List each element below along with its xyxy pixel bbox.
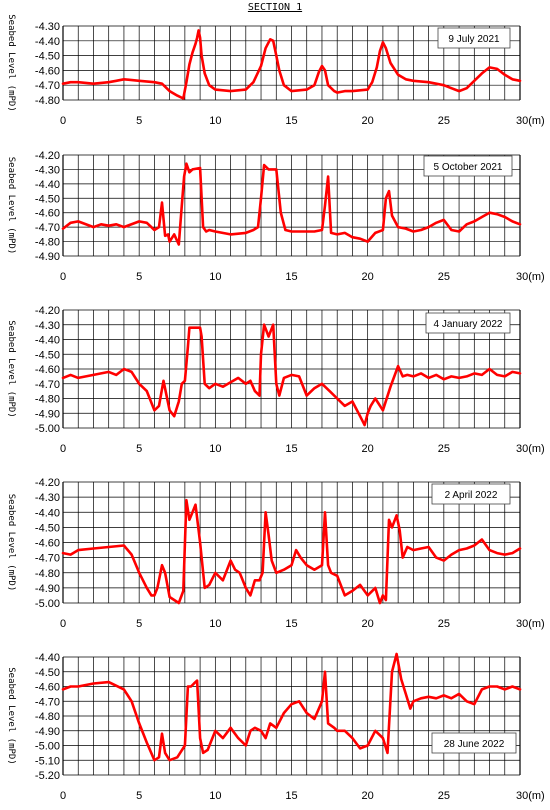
chart4-ytick-label: -4.20 [35,477,60,489]
chart5-date-box [431,732,517,754]
chart3-xtick-label: 5 [136,443,142,455]
chart2-ytick-label: -4.60 [35,208,60,220]
chart1-xtick-label: 30(m) [516,115,545,127]
chart4-profile-line [61,498,522,605]
chart1-y-axis-label: Seabed Level (mPD) [6,14,16,112]
chart3-xtick-label: 0 [60,443,66,455]
chart4-date-label: 2 April 2022 [445,490,498,501]
chart1-xtick-label: 25 [438,115,450,127]
chart5-xtick-label: 10 [209,790,221,802]
chart1-ytick-label: -4.40 [35,36,60,48]
chart3-xtick-label: 15 [285,443,297,455]
chart4-ytick-label: -4.50 [35,522,60,534]
chart2-xtick-label: 30(m) [516,271,545,283]
chart1-ytick-label: -4.50 [35,51,60,63]
chart5-ytick-label: -5.10 [35,755,60,767]
chart4-date-box [431,483,511,505]
chart2-ytick-label: -4.20 [35,150,60,162]
chart3-ytick-label: -4.50 [35,349,60,361]
chart2-xtick-label: 10 [209,271,221,283]
chart4-xtick-label: 10 [209,618,221,630]
chart2-date-label: 5 October 2021 [434,162,503,173]
chart5-ytick-label: -4.60 [35,682,60,694]
chart4-xtick-label: 5 [136,618,142,630]
chart2-xtick-label: 5 [136,271,142,283]
chart2-date-box [423,155,513,177]
chart3-ytick-label: -4.40 [35,335,60,347]
chart3-ytick-label: -4.90 [35,408,60,420]
chart4-ytick-label: -4.80 [35,568,60,580]
chart2-y-axis-label: Seabed Level (mPD) [6,157,16,255]
chart3-date-box [425,312,511,334]
chart1-ytick-label: -4.80 [35,95,60,107]
chart4-ytick-label: -4.70 [35,553,60,565]
chart3-profile-line [61,323,522,427]
chart3-ytick-label: -4.60 [35,364,60,376]
chart1-date-label: 9 July 2021 [448,34,500,45]
chart5-xtick-label: 0 [60,790,66,802]
chart4-ytick-label: -4.40 [35,507,60,519]
chart5-ytick-label: -5.20 [35,770,60,782]
chart1-xtick-label: 20 [362,115,374,127]
chart3-ytick-label: -4.80 [35,394,60,406]
chart2-ytick-label: -4.50 [35,193,60,205]
chart4-ytick-label: -5.00 [35,598,60,610]
chart5-date-label: 28 June 2022 [444,739,505,750]
chart3-ytick-label: -4.30 [35,320,60,332]
chart5-ytick-label: -4.50 [35,667,60,679]
chart2-ytick-label: -4.40 [35,179,60,191]
chart3-xtick-label: 10 [209,443,221,455]
chart2-xtick-label: 25 [438,271,450,283]
chart3-ytick-label: -4.70 [35,379,60,391]
chart3-ytick-label: -5.00 [35,423,60,435]
chart4-xtick-label: 20 [362,618,374,630]
chart1-xtick-label: 15 [285,115,297,127]
chart5-xtick-label: 5 [136,790,142,802]
chart5-profile-line [61,652,522,762]
chart5-ytick-label: -5.00 [35,741,60,753]
chart2-profile-line [61,162,522,246]
chart2-xtick-label: 0 [60,271,66,283]
chart1-ytick-label: -4.70 [35,80,60,92]
chart5-xtick-label: 25 [438,790,450,802]
chart2-ytick-label: -4.90 [35,251,60,263]
chart1-ytick-label: -4.30 [35,21,60,33]
chart1-xtick-label: 5 [136,115,142,127]
chart5-ytick-label: -4.40 [35,652,60,664]
chart2-xtick-label: 20 [362,271,374,283]
chart1-ytick-label: -4.60 [35,65,60,77]
chart3-xtick-label: 30(m) [516,443,545,455]
figure-title: SECTION 1 [247,2,303,13]
chart5-ytick-label: -4.90 [35,726,60,738]
chart4-xtick-label: 0 [60,618,66,630]
chart4-ytick-label: -4.30 [35,492,60,504]
chart1-date-box [437,27,511,49]
chart2-xtick-label: 15 [285,271,297,283]
chart3-date-label: 4 January 2022 [434,319,503,330]
chart4-ytick-label: -4.90 [35,583,60,595]
chart5-xtick-label: 15 [285,790,297,802]
chart4-xtick-label: 15 [285,618,297,630]
chart1-xtick-label: 10 [209,115,221,127]
chart3-y-axis-label: Seabed Level (mPD) [6,320,16,418]
chart2-ytick-label: -4.30 [35,164,60,176]
chart1-xtick-label: 0 [60,115,66,127]
chart5-ytick-label: -4.70 [35,696,60,708]
chart4-ytick-label: -4.60 [35,538,60,550]
chart5-xtick-label: 20 [362,790,374,802]
chart4-y-axis-label: Seabed Level (mPD) [6,494,16,592]
chart3-ytick-label: -4.20 [35,305,60,317]
chart1-profile-line [61,29,522,100]
chart5-xtick-label: 30(m) [516,790,545,802]
chart3-xtick-label: 25 [438,443,450,455]
chart2-ytick-label: -4.80 [35,237,60,249]
chart3-xtick-label: 20 [362,443,374,455]
chart4-xtick-label: 25 [438,618,450,630]
chart2-ytick-label: -4.70 [35,222,60,234]
chart5-ytick-label: -4.80 [35,711,60,723]
chart4-xtick-label: 30(m) [516,618,545,630]
chart5-y-axis-label: Seabed Level (mPD) [6,667,16,765]
